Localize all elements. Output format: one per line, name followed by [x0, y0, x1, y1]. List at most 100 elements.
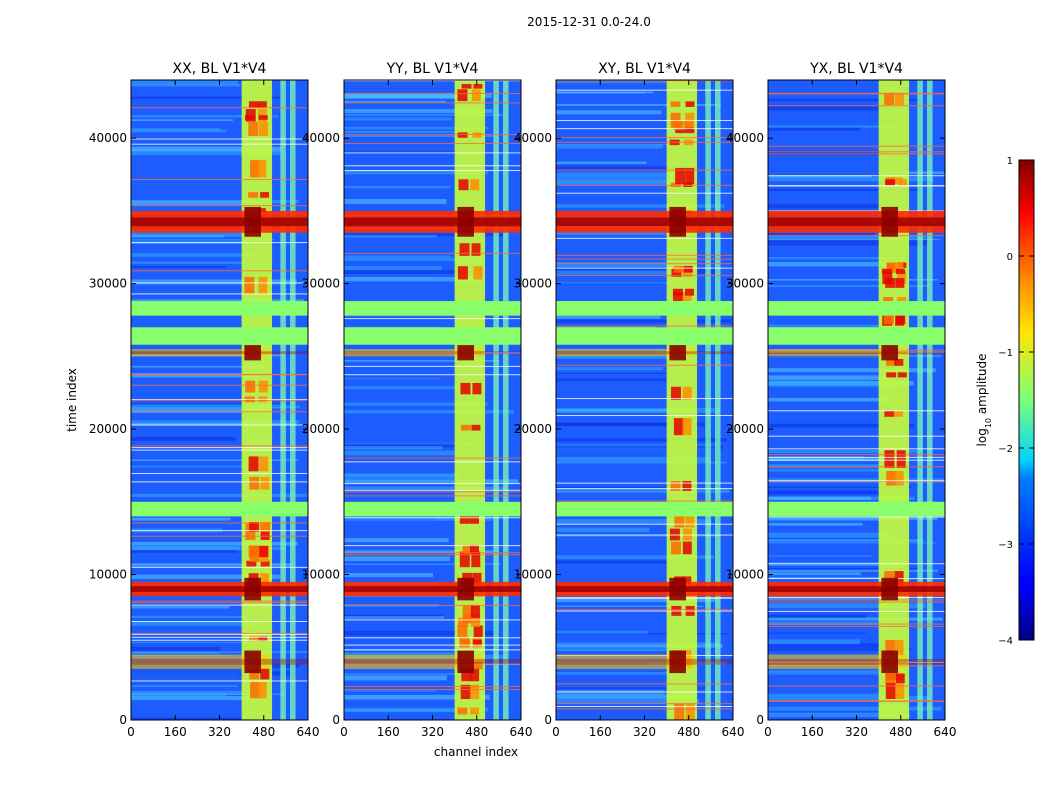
- rfi-time-line: [768, 459, 945, 461]
- rfi-block: [683, 528, 693, 541]
- rfi-block: [249, 476, 260, 490]
- noise-stripe: [556, 80, 687, 84]
- noise-stripe: [768, 696, 929, 701]
- rfi-block: [472, 132, 482, 138]
- noise-stripe: [131, 119, 233, 122]
- noise-stripe: [344, 198, 447, 204]
- noise-stripe: [344, 450, 455, 456]
- strong-rfi-core: [131, 217, 308, 227]
- noise-stripe: [131, 652, 220, 654]
- rfi-block: [457, 266, 468, 280]
- rfi-time-line: [131, 411, 308, 413]
- y-tick-label: 0: [119, 713, 127, 727]
- noise-stripe: [768, 204, 880, 209]
- noise-stripe: [344, 538, 449, 543]
- noise-stripe: [131, 459, 299, 462]
- panel-title: XY, BL V1*V4: [598, 61, 691, 77]
- noise-stripe: [131, 279, 297, 285]
- flagged-time-band: [344, 501, 521, 517]
- noise-stripe: [131, 80, 239, 85]
- rfi-time-line: [344, 318, 521, 320]
- rfi-time-line: [131, 242, 308, 244]
- noise-stripe: [556, 319, 731, 323]
- y-tick-label: 10000: [302, 568, 340, 582]
- rfi-time-line: [131, 632, 308, 634]
- rfi-time-line: [131, 424, 308, 426]
- noise-stripe: [131, 620, 263, 626]
- rfi-time-line: [768, 601, 945, 603]
- rfi-time-line: [556, 184, 733, 186]
- rfi-block: [260, 192, 270, 198]
- rfi-time-line: [556, 364, 733, 366]
- rfi-time-line: [556, 258, 733, 260]
- rfi-time-line: [768, 105, 945, 107]
- strong-rfi-band: [556, 654, 695, 670]
- strong-rfi-core: [457, 577, 474, 601]
- rfi-block: [894, 639, 904, 656]
- noise-stripe: [131, 493, 308, 498]
- x-tick-label: 320: [421, 725, 444, 739]
- noise-stripe: [768, 603, 926, 609]
- strong-rfi-core: [131, 658, 308, 665]
- strong-rfi-core: [244, 650, 261, 674]
- rfi-time-line: [556, 488, 733, 490]
- rfi-block: [470, 605, 480, 623]
- noise-stripe: [344, 486, 507, 490]
- rfi-time-line: [768, 410, 945, 412]
- rfi-block: [884, 450, 895, 468]
- rfi-block: [685, 167, 695, 185]
- noise-stripe: [768, 188, 922, 191]
- rfi-time-line: [768, 466, 945, 468]
- strong-rfi-band: [344, 654, 483, 670]
- noise-stripe: [131, 641, 270, 644]
- rfi-time-line: [556, 141, 733, 143]
- rfi-block: [244, 276, 255, 294]
- rfi-time-line: [131, 636, 308, 638]
- y-tick-label: 40000: [89, 131, 127, 145]
- rfi-block: [248, 192, 259, 198]
- noise-stripe: [556, 181, 692, 186]
- x-tick-label: 640: [510, 725, 533, 739]
- strong-rfi-core: [881, 577, 898, 601]
- rfi-time-line: [131, 107, 308, 109]
- rfi-time-line: [131, 530, 308, 532]
- rfi-block: [885, 358, 896, 366]
- y-tick-label: 30000: [514, 277, 552, 291]
- x-tick-label: 160: [589, 725, 612, 739]
- strong-rfi-band: [131, 654, 270, 670]
- noise-stripe: [768, 150, 885, 155]
- noise-stripe: [556, 172, 698, 178]
- figure-title: 2015-12-31 0.0-24.0: [527, 15, 651, 29]
- strong-rfi-core: [244, 206, 261, 237]
- rfi-block: [248, 456, 259, 472]
- rfi-block: [884, 410, 895, 417]
- noise-stripe: [131, 408, 271, 414]
- rfi-block: [249, 668, 260, 680]
- strong-rfi-core: [131, 351, 308, 355]
- noise-stripe: [131, 517, 231, 521]
- noise-stripe: [131, 238, 275, 241]
- rfi-block: [882, 270, 893, 285]
- strong-rfi-core: [344, 586, 521, 592]
- noise-stripe: [131, 232, 253, 237]
- flagged-time-band: [344, 327, 521, 345]
- y-tick-label: 30000: [89, 277, 127, 291]
- noise-stripe: [131, 96, 284, 99]
- rfi-time-line: [344, 552, 521, 554]
- noise-stripe: [344, 126, 489, 130]
- flagged-time-band: [556, 327, 733, 345]
- rfi-time-line: [344, 491, 521, 493]
- rfi-block: [675, 129, 686, 134]
- noise-stripe: [131, 465, 244, 468]
- strong-rfi-core: [556, 586, 733, 592]
- noise-stripe: [556, 161, 647, 165]
- rfi-time-line: [131, 399, 308, 401]
- rfi-time-line: [768, 623, 945, 625]
- noise-stripe: [768, 468, 901, 472]
- noise-stripe: [344, 410, 514, 414]
- rfi-block: [883, 307, 894, 325]
- rfi-block: [471, 551, 481, 568]
- rfi-time-line: [556, 708, 733, 710]
- rfi-time-line: [556, 609, 733, 611]
- strong-rfi-core: [669, 577, 686, 601]
